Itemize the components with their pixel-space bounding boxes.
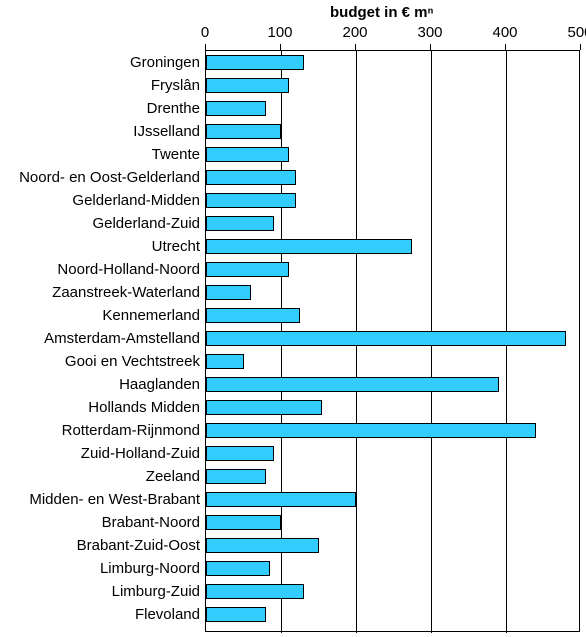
x-tick-label: 100 [267,24,292,41]
category-label: Limburg-Zuid [112,583,200,600]
bar [206,216,274,231]
bar [206,607,266,622]
category-label: Limburg-Noord [100,560,200,577]
x-tick-label: 200 [342,24,367,41]
bar [206,308,300,323]
category-label: Midden- en West-Brabant [29,491,200,508]
bar-row: Fryslân [206,78,579,93]
bar [206,331,566,346]
category-label: Utrecht [152,238,200,255]
bar [206,101,266,116]
bar [206,285,251,300]
bar [206,446,274,461]
bar [206,147,289,162]
bar-row: Zeeland [206,469,579,484]
category-label: Amsterdam-Amstelland [44,330,200,347]
bar-row: Haaglanden [206,377,579,392]
bar [206,423,536,438]
bar-row: Zaanstreek-Waterland [206,285,579,300]
category-label: Fryslân [151,77,200,94]
budget-bar-chart: budget in € mⁿ 0 100 200 300 400 500 Groninge… [0,0,586,637]
category-label: Hollands Midden [88,399,200,416]
bar-row: Hollands Midden [206,400,579,415]
bar-row: Limburg-Zuid [206,584,579,599]
bar-row: Amsterdam-Amstelland [206,331,579,346]
bar [206,400,322,415]
bar-row: IJsselland [206,124,579,139]
bar-row: Limburg-Noord [206,561,579,576]
category-label: Gelderland-Midden [72,192,200,209]
bar-row: Utrecht [206,239,579,254]
x-tick-label: 500 [567,24,586,41]
bar-row: Twente [206,147,579,162]
bar [206,170,296,185]
bar-row: Flevoland [206,607,579,622]
bar-row: Rotterdam-Rijnmond [206,423,579,438]
bar-row: Midden- en West-Brabant [206,492,579,507]
bar [206,492,356,507]
category-label: Rotterdam-Rijnmond [62,422,200,439]
bar [206,377,499,392]
x-tick-label: 400 [492,24,517,41]
bar-row: Brabant-Zuid-Oost [206,538,579,553]
category-label: Kennemerland [102,307,200,324]
bar-row: Kennemerland [206,308,579,323]
bar [206,515,281,530]
category-label: Noord- en Oost-Gelderland [19,169,200,186]
category-label: Zeeland [146,468,200,485]
bar [206,538,319,553]
category-label: Zuid-Holland-Zuid [81,445,200,462]
bar [206,469,266,484]
bar-row: Drenthe [206,101,579,116]
bar [206,193,296,208]
bar-row: Zuid-Holland-Zuid [206,446,579,461]
bar [206,354,244,369]
plot-area: Groningen Fryslân Drenthe IJsselland Twente N… [205,50,580,632]
category-label: Noord-Holland-Noord [57,261,200,278]
bar-row: Noord-Holland-Noord [206,262,579,277]
bar-row: Gelderland-Zuid [206,216,579,231]
x-axis-title: budget in € mⁿ [330,4,433,21]
x-tick-label: 300 [417,24,442,41]
category-label: Haaglanden [119,376,200,393]
bar [206,239,412,254]
x-tick-mark [580,44,581,50]
category-label: Groningen [130,54,200,71]
bar-row: Noord- en Oost-Gelderland [206,170,579,185]
category-label: Brabant-Noord [102,514,200,531]
bar-row: Groningen [206,55,579,70]
bar [206,584,304,599]
category-label: Twente [152,146,200,163]
bar-row: Gelderland-Midden [206,193,579,208]
category-label: Zaanstreek-Waterland [52,284,200,301]
bar [206,55,304,70]
category-label: Drenthe [147,100,200,117]
category-label: IJsselland [133,123,200,140]
bar-row: Brabant-Noord [206,515,579,530]
bar-row: Gooi en Vechtstreek [206,354,579,369]
category-label: Gelderland-Zuid [92,215,200,232]
category-label: Gooi en Vechtstreek [65,353,200,370]
bar [206,124,281,139]
bar [206,78,289,93]
category-label: Brabant-Zuid-Oost [77,537,200,554]
bar [206,262,289,277]
x-tick-label: 0 [201,24,209,41]
category-label: Flevoland [135,606,200,623]
bar [206,561,270,576]
